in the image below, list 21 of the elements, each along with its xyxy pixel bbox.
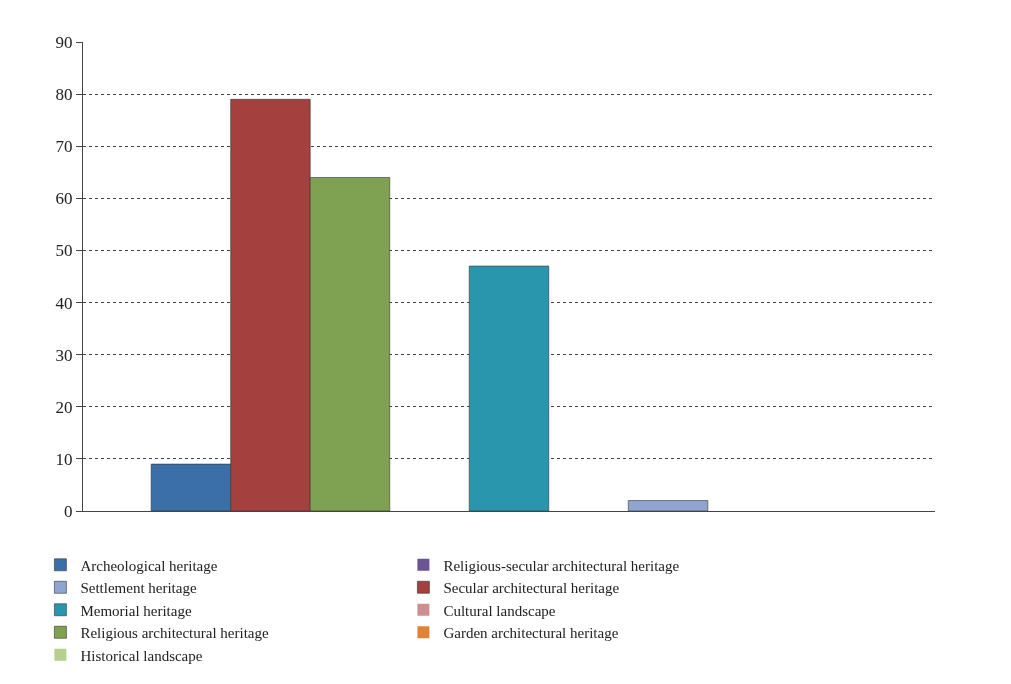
y-tick-label: 90 [55,32,73,52]
legend-label: Garden architectural heritage [443,625,619,642]
y-tick-label: 40 [55,293,73,313]
y-tick-label: 80 [55,85,73,105]
bar [627,500,709,511]
y-tick-label: 0 [64,501,73,521]
bar [468,265,550,511]
legend-label: Settlement heritage [80,580,197,597]
y-tick-label: 60 [55,189,73,209]
legend-label: Memorial heritage [80,602,192,619]
y-tick-label: 10 [55,449,73,469]
legend-label: Religious-secular architectural heritage [443,557,680,574]
legend-label: Archeological heritage [80,557,218,574]
y-tick-label: 50 [55,241,73,261]
y-tick-label: 70 [55,137,73,157]
y-tick-label: 20 [55,397,73,417]
y-tick-label: 30 [55,345,73,365]
legend-label: Cultural landscape [443,602,556,619]
legend-label: Religious architectural heritage [80,625,269,642]
legend-label: Historical landscape [80,647,203,664]
legend-label: Secular architectural heritage [443,580,620,597]
